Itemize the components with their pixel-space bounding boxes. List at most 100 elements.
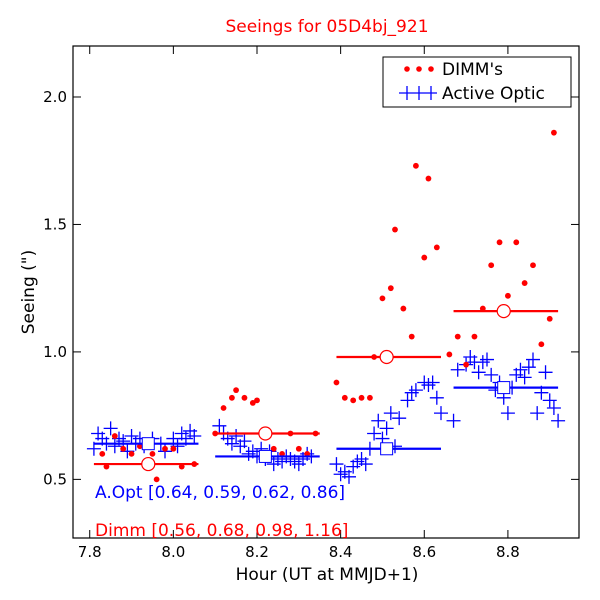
dimm-point (551, 129, 557, 136)
aopt-mean-marker (258, 449, 272, 463)
dimm-point (538, 341, 545, 348)
aopt-point (480, 352, 494, 367)
dimm-point (153, 476, 160, 483)
y-tick-label: 2.0 (43, 88, 67, 106)
legend-aopt-label: Active Optic (442, 84, 545, 104)
dimm-point (496, 239, 503, 246)
aopt-point (425, 375, 440, 390)
aopt-point (224, 436, 239, 451)
legend-dimm-label: DIMM's (442, 60, 503, 80)
annotation-aopt: A.Opt [0.64, 0.59, 0.62, 0.86] (95, 483, 345, 503)
aopt-point (434, 406, 448, 421)
aopt-point (475, 355, 490, 370)
dimm-point (249, 399, 256, 406)
aopt-mean-marker (497, 381, 511, 395)
aopt-point (446, 413, 461, 428)
dimm-point (333, 379, 340, 386)
aopt-point (551, 413, 566, 428)
aopt-point (546, 400, 561, 415)
plot-frame (72, 45, 580, 539)
dimm-point (530, 262, 536, 269)
aopt-point (538, 365, 553, 380)
dimm-point (128, 450, 135, 457)
dimm-point (433, 244, 440, 251)
dimm-point (341, 394, 348, 401)
aopt-point (521, 360, 536, 375)
aopt-point (408, 383, 423, 398)
aopt-point (333, 467, 348, 482)
aopt-point (484, 367, 499, 382)
aopt-point (329, 457, 344, 472)
dimm-point (379, 295, 386, 302)
dimm-point (454, 333, 461, 340)
aopt-point (392, 411, 407, 426)
aopt-point (379, 421, 394, 436)
y-tick-label: 1.5 (43, 215, 67, 233)
dimm-point (241, 394, 248, 401)
dimm-point (546, 315, 553, 322)
aopt-point (513, 362, 528, 377)
aopt-point (400, 393, 415, 408)
dimm-point (254, 397, 260, 404)
dimm-point (295, 445, 302, 452)
dimm-point (350, 397, 357, 404)
aopt-point (530, 406, 545, 421)
aopt-point (342, 469, 356, 484)
dimm-point (488, 262, 495, 269)
aopt-point (187, 429, 202, 444)
aopt-point (212, 418, 227, 433)
dimm-point (220, 405, 227, 411)
dimm-point (505, 292, 511, 299)
dimm-point (463, 361, 469, 368)
dimm-point (446, 351, 453, 358)
aopt-point (542, 393, 557, 408)
dimm-point (162, 445, 168, 452)
dimm-point (421, 254, 428, 261)
dimm-mean-marker (258, 426, 273, 441)
dimm-point (425, 175, 432, 182)
aopt-point (124, 429, 139, 444)
dimm-point (400, 305, 407, 312)
dimm-mean-marker (379, 349, 394, 365)
aopt-point (371, 413, 386, 428)
dimm-point (99, 450, 106, 457)
aopt-point (241, 446, 256, 461)
aopt-point (421, 378, 436, 393)
chart-title: Seeings for 05D4bj_921 (225, 17, 428, 37)
dimm-point (229, 394, 235, 401)
dimm-point (149, 450, 156, 457)
dimm-point (270, 445, 277, 452)
dimm-point (233, 387, 239, 394)
dimm-mean-marker (496, 304, 511, 319)
aopt-point (471, 365, 486, 380)
aopt-point (107, 439, 122, 454)
aopt-mean-marker (380, 442, 394, 456)
dimm-point (521, 280, 528, 286)
legend: DIMM's Active Optic (382, 56, 572, 108)
aopt-point (517, 370, 532, 385)
aopt-point (526, 352, 540, 367)
aopt-point (103, 421, 118, 436)
legend-dimm-marker (404, 66, 434, 72)
legend-aopt-marker (399, 86, 437, 100)
y-tick-label: 0.5 (43, 470, 67, 488)
dimm-mean-marker (141, 456, 156, 472)
plot-area: 7.8 8.0 8.2 8.4 8.6 8.8 0.5 1.0 1.5 2.0 (43, 46, 579, 561)
dimm-point (111, 433, 118, 439)
aopt-mean-marker (141, 437, 155, 451)
aopt-point (429, 390, 444, 405)
dimm-point (471, 333, 478, 340)
dimm-point (408, 333, 415, 340)
x-tick-label: 8.4 (329, 543, 353, 561)
dimm-point (358, 394, 365, 401)
aopt-point (358, 457, 373, 472)
y-axis-label: Seeing (") (19, 250, 39, 335)
x-tick-label: 8.6 (412, 543, 436, 561)
annotation-dimm: Dimm [0.56, 0.68, 0.98, 1.16] (95, 521, 348, 541)
dimm-point (392, 226, 398, 233)
y-tick-label: 1.0 (43, 343, 67, 361)
x-tick-label: 8.8 (496, 543, 520, 561)
x-tick-label: 8.2 (245, 543, 269, 561)
aopt-point (237, 434, 252, 449)
aopt-point (450, 362, 465, 377)
